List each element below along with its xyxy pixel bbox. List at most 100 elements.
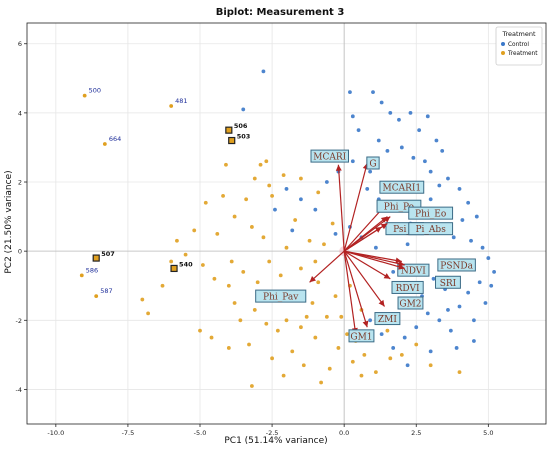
data-point bbox=[414, 342, 419, 347]
data-point bbox=[267, 259, 272, 264]
point-label: 507 bbox=[101, 250, 115, 258]
data-point bbox=[324, 180, 329, 184]
data-point bbox=[270, 356, 274, 361]
y-tick-label: 2 bbox=[18, 179, 22, 187]
data-point bbox=[446, 308, 450, 312]
loading-label-box bbox=[348, 329, 375, 343]
x-tick-label: -2.5 bbox=[266, 429, 279, 437]
plot-frame bbox=[26, 22, 547, 425]
loading-label-box bbox=[437, 258, 476, 272]
loading-arrow bbox=[343, 205, 385, 252]
data-point bbox=[460, 218, 465, 222]
data-point bbox=[373, 370, 378, 375]
data-point bbox=[472, 318, 476, 323]
loading-label-box bbox=[374, 312, 401, 326]
loading-label: GM1 bbox=[350, 332, 372, 342]
data-point bbox=[362, 352, 367, 357]
outlier-point bbox=[169, 104, 174, 108]
data-point bbox=[480, 245, 485, 250]
data-point bbox=[388, 356, 393, 361]
data-point bbox=[299, 325, 303, 330]
data-point bbox=[428, 349, 433, 354]
legend-marker bbox=[501, 51, 505, 55]
data-point bbox=[408, 110, 413, 115]
data-point bbox=[411, 155, 416, 160]
data-point bbox=[284, 245, 289, 250]
data-point bbox=[200, 263, 205, 267]
loading-arrowhead bbox=[383, 216, 391, 223]
loading-arrowhead bbox=[383, 273, 391, 279]
data-point bbox=[299, 197, 303, 202]
loading-label-box bbox=[391, 280, 424, 294]
loading-arrow bbox=[344, 250, 405, 270]
data-point bbox=[428, 169, 433, 174]
data-point bbox=[414, 325, 419, 330]
highlighted-point-marker bbox=[225, 126, 233, 134]
data-point bbox=[226, 283, 231, 288]
legend: Treatment Control Treatment bbox=[495, 26, 543, 66]
data-point bbox=[238, 318, 243, 323]
point-label: 587 bbox=[100, 287, 112, 295]
loading-arrow bbox=[343, 162, 368, 252]
data-point bbox=[169, 259, 174, 264]
loading-arrow bbox=[343, 222, 388, 252]
loading-arrow bbox=[343, 251, 357, 335]
y-tick-label: 4 bbox=[18, 109, 22, 117]
data-point bbox=[486, 256, 491, 260]
data-point bbox=[310, 301, 315, 305]
loading-arrowhead bbox=[309, 276, 317, 283]
loading-label: PSNDa bbox=[440, 261, 473, 271]
data-point bbox=[399, 352, 404, 357]
data-point bbox=[466, 290, 471, 295]
data-point bbox=[313, 335, 318, 340]
data-point bbox=[221, 193, 225, 198]
loading-arrowhead bbox=[398, 263, 405, 270]
data-point bbox=[388, 110, 393, 115]
data-point bbox=[446, 176, 450, 181]
data-point bbox=[348, 90, 352, 95]
loading-arrow bbox=[337, 164, 345, 252]
loading-label: SRI bbox=[440, 279, 457, 289]
legend-entry-label: Control bbox=[508, 42, 529, 48]
data-point bbox=[391, 346, 396, 350]
loading-label: ZMI bbox=[378, 315, 397, 325]
y-tick-label: 6 bbox=[18, 40, 22, 48]
loading-arrowhead bbox=[378, 299, 385, 307]
y-tick-label: 0 bbox=[18, 248, 22, 256]
data-point bbox=[440, 149, 445, 153]
x-tick-label: 0.0 bbox=[339, 429, 349, 437]
loading-arrow bbox=[343, 250, 368, 328]
chart-title: Biplot: Measurement 3 bbox=[216, 7, 345, 18]
data-point bbox=[437, 318, 442, 323]
data-point bbox=[474, 214, 479, 219]
data-point bbox=[313, 259, 318, 264]
data-point bbox=[264, 321, 269, 326]
data-point bbox=[454, 346, 459, 350]
data-point bbox=[270, 193, 274, 198]
loading-label: MCARI bbox=[313, 153, 346, 163]
loading-label-box bbox=[397, 296, 424, 310]
point-label: 500 bbox=[89, 87, 101, 95]
data-point bbox=[229, 259, 234, 264]
data-point bbox=[379, 332, 384, 337]
x-tick-label: -10.0 bbox=[47, 429, 64, 437]
loading-label: NDVI bbox=[401, 267, 426, 277]
loading-label-box bbox=[379, 180, 425, 194]
x-tick-label: -5.0 bbox=[194, 429, 207, 437]
point-label: 506 bbox=[234, 122, 248, 130]
data-point bbox=[359, 373, 364, 378]
loading-arrowhead bbox=[380, 223, 388, 230]
loading-rdvi: RDVI bbox=[343, 250, 424, 294]
data-point bbox=[301, 363, 306, 368]
legend-entry-label: Treatment bbox=[507, 51, 538, 57]
data-point bbox=[391, 269, 396, 274]
data-point bbox=[232, 301, 237, 305]
loading-label-box bbox=[255, 289, 307, 303]
data-point bbox=[224, 162, 228, 167]
loading-arrow bbox=[343, 250, 386, 307]
point-label: 664 bbox=[109, 135, 121, 143]
data-point bbox=[492, 269, 496, 274]
data-point bbox=[258, 162, 263, 167]
data-point bbox=[322, 242, 326, 247]
data-point bbox=[241, 269, 246, 274]
